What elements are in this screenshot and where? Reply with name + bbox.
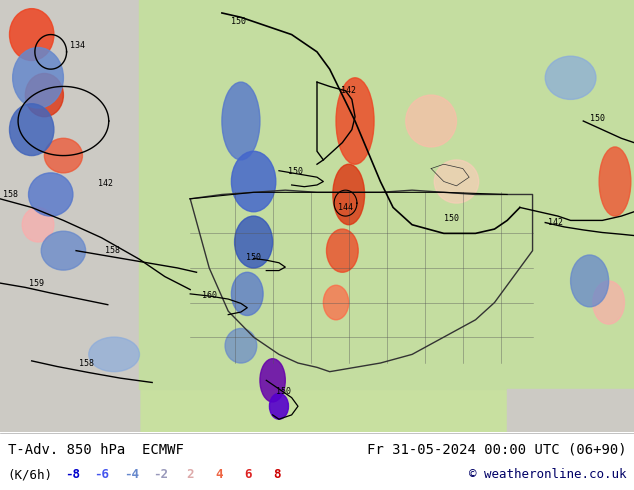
Ellipse shape <box>225 328 257 363</box>
Ellipse shape <box>333 164 365 225</box>
Ellipse shape <box>231 272 263 316</box>
Text: -6: -6 <box>94 468 110 481</box>
Ellipse shape <box>571 255 609 307</box>
Text: 159: 159 <box>29 279 44 288</box>
Text: 150: 150 <box>288 167 304 176</box>
Text: 142: 142 <box>341 86 356 95</box>
Text: 150: 150 <box>246 253 261 262</box>
Text: 158: 158 <box>3 190 18 198</box>
Text: 134: 134 <box>70 41 85 49</box>
Ellipse shape <box>327 229 358 272</box>
Bar <box>139 0 634 432</box>
Ellipse shape <box>13 48 63 108</box>
Ellipse shape <box>10 9 54 60</box>
Polygon shape <box>0 0 139 432</box>
Text: 8: 8 <box>273 468 281 481</box>
Text: 2: 2 <box>186 468 193 481</box>
Ellipse shape <box>323 285 349 320</box>
Ellipse shape <box>25 74 63 117</box>
Ellipse shape <box>593 281 624 324</box>
Text: -8: -8 <box>65 468 81 481</box>
Text: 144: 144 <box>338 203 353 213</box>
Text: T-Adv. 850 hPa  ECMWF: T-Adv. 850 hPa ECMWF <box>8 442 183 457</box>
Text: 142: 142 <box>548 218 564 227</box>
Text: 150: 150 <box>276 387 291 396</box>
Text: (K/6h): (K/6h) <box>8 468 53 481</box>
Ellipse shape <box>260 359 285 402</box>
Text: 4: 4 <box>215 468 223 481</box>
Ellipse shape <box>10 104 54 156</box>
Text: 150: 150 <box>231 17 247 26</box>
Ellipse shape <box>434 160 479 203</box>
Text: Fr 31-05-2024 00:00 UTC (06+90): Fr 31-05-2024 00:00 UTC (06+90) <box>366 442 626 457</box>
Ellipse shape <box>41 231 86 270</box>
Text: 160: 160 <box>202 291 217 300</box>
Text: 158: 158 <box>105 246 120 255</box>
Text: 150: 150 <box>590 114 605 123</box>
Text: © weatheronline.co.uk: © weatheronline.co.uk <box>469 468 626 481</box>
Text: 158: 158 <box>79 360 94 368</box>
Ellipse shape <box>336 78 374 164</box>
Ellipse shape <box>44 138 82 173</box>
Text: -2: -2 <box>153 468 168 481</box>
Ellipse shape <box>22 207 54 242</box>
Ellipse shape <box>29 173 73 216</box>
Ellipse shape <box>545 56 596 99</box>
Text: 6: 6 <box>244 468 252 481</box>
Ellipse shape <box>222 82 260 160</box>
Ellipse shape <box>235 216 273 268</box>
Ellipse shape <box>269 393 288 419</box>
Ellipse shape <box>406 95 456 147</box>
Bar <box>0 0 139 432</box>
Text: 142: 142 <box>98 179 113 188</box>
Ellipse shape <box>599 147 631 216</box>
Ellipse shape <box>231 151 276 212</box>
Text: -4: -4 <box>124 468 139 481</box>
Bar <box>507 389 634 432</box>
Bar <box>139 0 634 389</box>
Ellipse shape <box>89 337 139 372</box>
Polygon shape <box>139 0 634 368</box>
Text: 150: 150 <box>444 214 459 223</box>
